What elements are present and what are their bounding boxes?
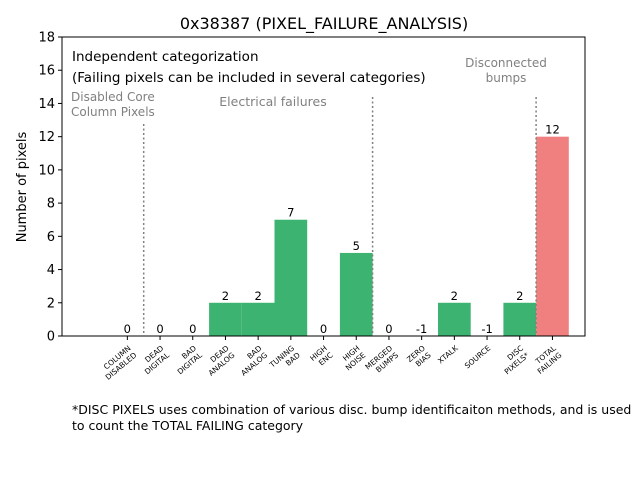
- bar: [209, 302, 242, 336]
- annotation-header-line1: Independent categorization: [72, 49, 259, 65]
- x-tick-label: SOURCE: [463, 343, 493, 370]
- x-tick-label: ZEROBIAS: [405, 343, 433, 370]
- data-label: 0: [320, 322, 327, 336]
- y-tick-label: 2: [47, 296, 55, 311]
- y-tick-label: 18: [38, 31, 55, 46]
- bar: [438, 302, 471, 336]
- y-tick-label: 14: [38, 97, 55, 112]
- y-tick-label: 6: [47, 230, 55, 245]
- x-tick-label: XTALK: [436, 343, 460, 366]
- bar: [339, 252, 373, 336]
- y-axis-label: Number of pixels: [15, 131, 30, 242]
- data-label: -1: [481, 322, 492, 336]
- x-tick-label: DEADDIGITAL: [137, 343, 172, 376]
- annotation-electrical-group: Electrical failures: [219, 94, 326, 109]
- y-tick-label: 16: [38, 64, 55, 79]
- x-tick-label: DEADANALOG: [201, 343, 237, 377]
- y-tick-label: 0: [47, 330, 55, 345]
- x-tick-label: COLUMNDISABLED: [98, 343, 139, 381]
- data-label: 0: [385, 322, 392, 336]
- y-tick-label: 12: [38, 130, 55, 145]
- data-label: 2: [451, 289, 458, 303]
- data-label: 2: [222, 289, 229, 303]
- data-label: 0: [124, 322, 131, 336]
- bar: [536, 136, 569, 336]
- x-tick-label: BADDIGITAL: [170, 343, 205, 376]
- x-tick-label: HIGHENC: [308, 344, 334, 370]
- bar: [503, 302, 537, 336]
- bar: [241, 302, 275, 336]
- annotation-disabled-group: Disabled Core Column Pixels: [71, 90, 155, 119]
- data-label: 2: [254, 289, 261, 303]
- x-tick-label: DISCPIXELS*: [497, 343, 531, 376]
- data-label: 0: [189, 322, 196, 336]
- data-label: 5: [353, 239, 360, 253]
- y-tick-label: 4: [47, 263, 55, 278]
- chart-title: 0x38387 (PIXEL_FAILURE_ANALYSIS): [180, 14, 468, 34]
- data-label: 7: [287, 206, 294, 220]
- x-tick-label: HIGHNOISE: [338, 343, 368, 372]
- x-tick-label: TUNINGBAD: [267, 344, 302, 377]
- annotation-disconnected-group: Disconnected bumps: [465, 56, 547, 85]
- bar: [274, 219, 308, 336]
- x-tick-label: MERGEDBUMPS: [363, 343, 400, 378]
- y-tick-label: 8: [47, 197, 55, 212]
- y-tick-label: 10: [38, 163, 55, 178]
- data-label: 2: [516, 289, 523, 303]
- data-label: 12: [545, 123, 560, 137]
- data-label: -1: [416, 322, 427, 336]
- footnote: *DISC PIXELS uses combination of various…: [72, 402, 632, 433]
- x-tick-label: TOTALFAILING: [530, 343, 564, 376]
- annotation-header-line2: (Failing pixels can be included in sever…: [72, 70, 426, 86]
- data-label: 0: [156, 322, 163, 336]
- x-tick-label: BADANALOG: [234, 344, 270, 378]
